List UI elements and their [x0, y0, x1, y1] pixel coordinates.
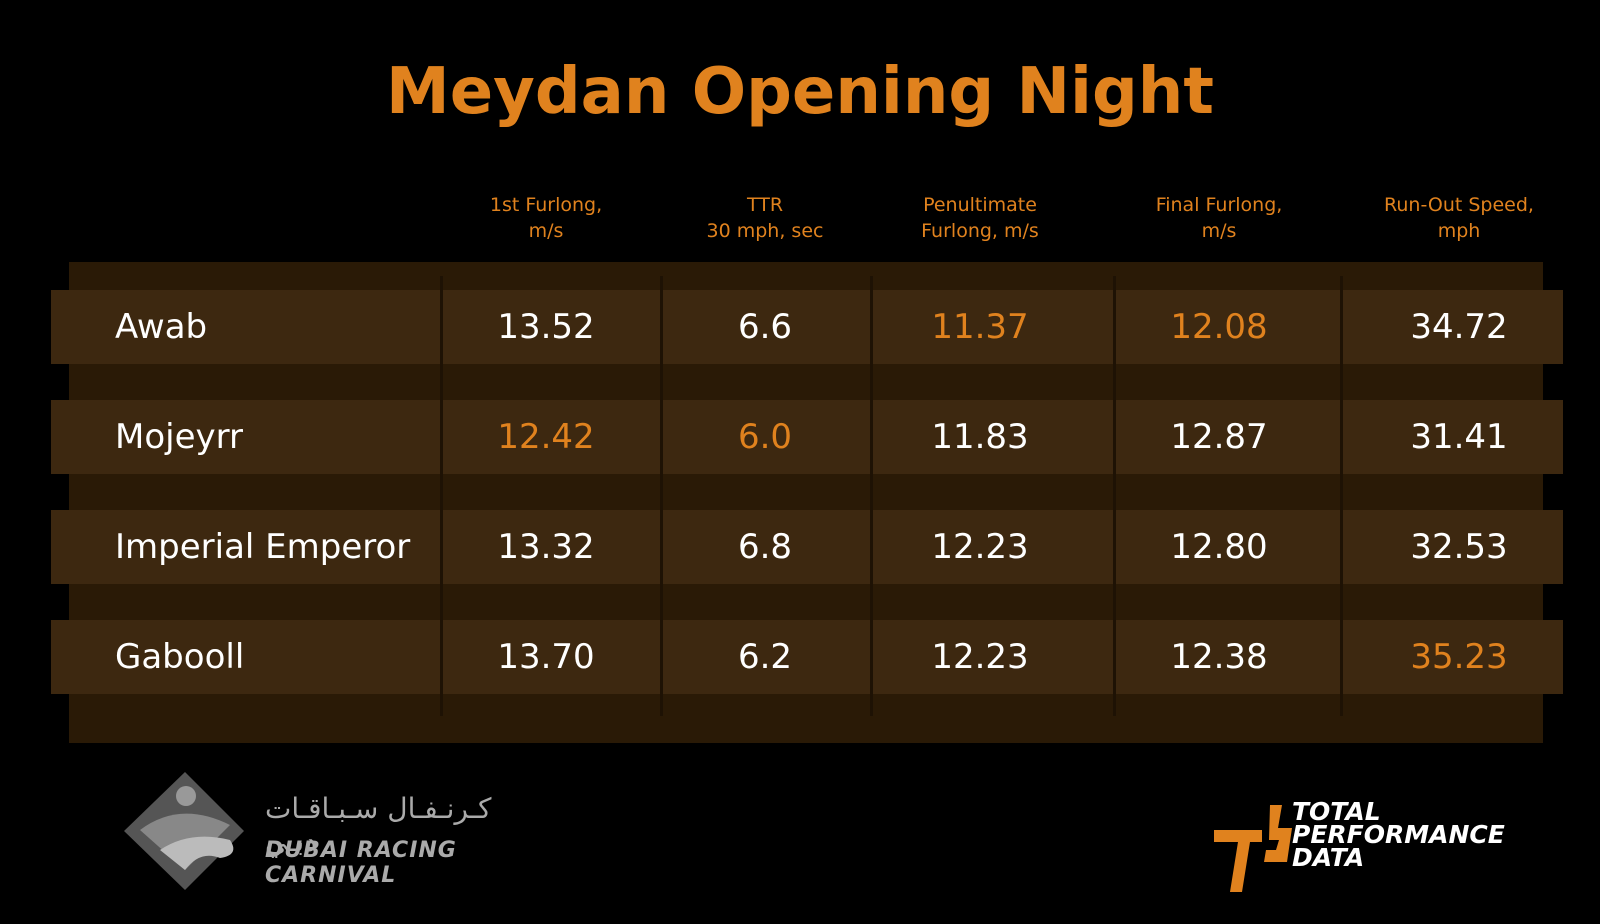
- cell: 32.53: [1410, 527, 1508, 567]
- tpd-line: TOTAL: [1292, 797, 1381, 826]
- row-name: Mojeyrr: [115, 417, 243, 457]
- cell: 11.37: [931, 307, 1029, 347]
- cell: 6.2: [737, 637, 793, 677]
- row-band: [51, 620, 1563, 694]
- row-name: Imperial Emperor: [115, 527, 411, 567]
- cell: 12.08: [1170, 307, 1268, 347]
- row-band: [51, 400, 1563, 474]
- tpd-line: PERFORMANCE: [1292, 820, 1505, 849]
- tpd-logo: TOTAL PERFORMANCE DATA: [1212, 797, 1552, 900]
- tpd-line: DATA: [1292, 843, 1365, 872]
- tpd-text: TOTAL PERFORMANCE DATA: [1292, 797, 1505, 872]
- column-divider: [660, 276, 663, 716]
- column-divider: [1340, 276, 1343, 716]
- cell: 6.6: [737, 307, 793, 347]
- column-header: Penultimate Furlong, m/s: [921, 194, 1039, 242]
- cell: 6.0: [737, 417, 793, 457]
- cell: 6.8: [737, 527, 793, 567]
- carnival-logo: كـرنـفـال سـبـاقـات دبـي DUBAI RACING CA…: [120, 770, 540, 900]
- row-band: [51, 290, 1563, 364]
- title: Meydan Opening Night: [386, 55, 1214, 129]
- cell: 31.41: [1410, 417, 1508, 457]
- cell: 35.23: [1410, 637, 1508, 677]
- column-header: 1st Furlong, m/s: [489, 194, 603, 242]
- cell: 11.83: [931, 417, 1029, 457]
- carnival-arabic: كـرنـفـال سـبـاقـات دبـي: [265, 792, 492, 858]
- cell: 34.72: [1410, 307, 1508, 347]
- cell: 12.38: [1170, 637, 1268, 677]
- carnival-english: DUBAI RACING CARNIVAL: [265, 838, 457, 888]
- carnival-icon: [124, 772, 244, 890]
- cell: 13.32: [497, 527, 595, 567]
- cell: 13.70: [497, 637, 595, 677]
- column-divider: [870, 276, 873, 716]
- cell: 13.52: [497, 307, 595, 347]
- row-band: [51, 510, 1563, 584]
- column-divider: [1113, 276, 1116, 716]
- row-name: Awab: [115, 307, 208, 347]
- column-header: Run-Out Speed, mph: [1384, 194, 1534, 242]
- column-header: TTR 30 mph, sec: [706, 194, 824, 242]
- cell: 12.80: [1170, 527, 1268, 567]
- column-divider: [440, 276, 443, 716]
- tpd-icon: [1214, 805, 1292, 892]
- cell: 12.23: [931, 527, 1029, 567]
- row-name: Gabooll: [115, 637, 245, 677]
- cell: 12.42: [497, 417, 595, 457]
- cell: 12.87: [1170, 417, 1268, 457]
- column-header: Final Furlong, m/s: [1155, 194, 1283, 242]
- cell: 12.23: [931, 637, 1029, 677]
